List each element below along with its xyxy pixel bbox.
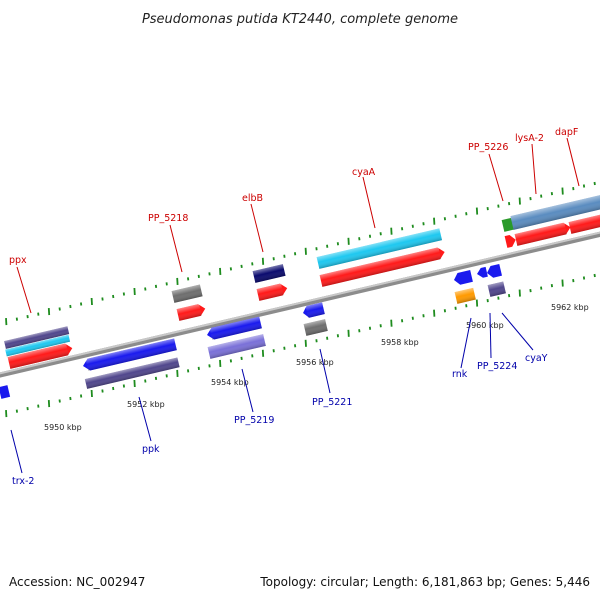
gene-bar-blue-5224b: [487, 263, 503, 278]
gene-bar-cyan-1: [5, 334, 71, 357]
gene-bar-blue-5221: [303, 302, 325, 318]
gene-labels-top: ppx PP_5218 elbB cyaA PP_5226 lysA-2 dap…: [9, 127, 578, 266]
tick-row-bottom: [5, 273, 596, 418]
gene-labels-bottom: trx-2 ppk PP_5219 PP_5221 rnk PP_5224 cy…: [12, 353, 548, 487]
gene-bar-red-small: [504, 235, 516, 248]
scale-label-5962: 5962 kbp: [551, 303, 589, 312]
gene-label-rnk[interactable]: rnk: [452, 369, 468, 380]
gene-bar-blue-ppk: [83, 338, 177, 371]
gene-bar-blue-5219: [207, 316, 262, 340]
gene-label-elbb[interactable]: elbB: [242, 193, 263, 204]
gene-bar-red-2: [176, 303, 206, 321]
gene-bar-blue-5224a: [477, 266, 488, 278]
gene-label-cyay[interactable]: cyaY: [525, 353, 548, 364]
gene-bar-cyan-cyaA: [316, 228, 443, 269]
scale-label-5958: 5958 kbp: [381, 338, 419, 347]
gene-bar-red-lysA: [514, 222, 571, 246]
gene-bar-lavender-5219: [207, 334, 266, 359]
gene-bar-red-elbB: [256, 283, 288, 301]
gene-bar-orange-rnk: [454, 287, 476, 304]
tick-row-top: [5, 181, 596, 326]
gene-bar-green: [501, 217, 515, 232]
gene-label-ppk[interactable]: ppk: [142, 444, 160, 455]
gene-label-lysa2[interactable]: lysA-2: [515, 133, 544, 144]
scale-label-5960: 5960 kbp: [466, 321, 504, 330]
genome-summary-text: Topology: circular; Length: 6,181,863 bp…: [259, 575, 590, 589]
gene-bar-purple-1: [4, 326, 70, 349]
map-title: Pseudomonas putida KT2440, complete geno…: [142, 12, 458, 27]
gene-bar-red-cyaA: [319, 247, 445, 287]
backbone: [0, 221, 600, 383]
gene-bar-red-dapF: [568, 213, 600, 234]
scale-label-5956: 5956 kbp: [296, 358, 334, 367]
gene-label-trx2[interactable]: trx-2: [12, 476, 34, 487]
gene-bar-gray-5221: [303, 319, 328, 336]
gene-bar-gray-1: [171, 284, 203, 303]
gene-label-cyaa[interactable]: cyaA: [352, 167, 376, 178]
gene-bar-red-1: [7, 343, 73, 369]
leader-lines: [10, 137, 580, 474]
scale-label-5950: 5950 kbp: [44, 423, 82, 432]
gene-label-ppx[interactable]: ppx: [9, 255, 27, 266]
gene-label-pp5219[interactable]: PP_5219: [234, 415, 274, 426]
gene-label-pp5218[interactable]: PP_5218: [148, 213, 188, 224]
gene-bar-navy-elbB: [252, 264, 286, 283]
gene-features: [0, 193, 600, 399]
gene-label-pp5224[interactable]: PP_5224: [477, 361, 517, 372]
gene-bar-purple-ppk: [84, 357, 180, 389]
gene-bar-steel: [510, 193, 600, 230]
scale-label-5954: 5954 kbp: [211, 378, 249, 387]
scale-labels: 5950 kbp 5952 kbp 5954 kbp 5956 kbp 5958…: [44, 303, 589, 432]
accession-text: Accession: NC_002947: [9, 575, 145, 589]
gene-label-pp5226[interactable]: PP_5226: [468, 142, 508, 153]
gene-label-pp5221[interactable]: PP_5221: [312, 397, 352, 408]
scale-label-5952: 5952 kbp: [127, 400, 165, 409]
gene-bar-blue-rnk: [454, 270, 473, 285]
gene-bar-blue-edge: [0, 385, 11, 399]
gene-bar-purple-cyaY: [487, 281, 506, 297]
gene-label-dapf[interactable]: dapF: [555, 127, 578, 138]
